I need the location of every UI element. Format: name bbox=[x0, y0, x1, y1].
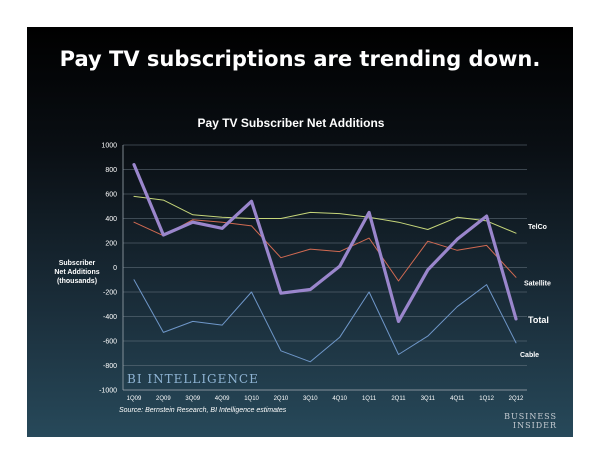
y-tick-label: 1000 bbox=[101, 143, 117, 150]
y-tick-label: -400 bbox=[103, 314, 117, 321]
x-tick-label: 1Q10 bbox=[244, 396, 259, 402]
bi-intelligence-logo: BI INTELLIGENCE bbox=[127, 372, 259, 386]
x-tick-label: 1Q09 bbox=[127, 396, 142, 402]
x-tick-label: 4Q10 bbox=[332, 396, 347, 402]
x-tick-label: 2Q12 bbox=[509, 396, 524, 402]
chart-title: Pay TV Subscriber Net Additions bbox=[198, 116, 385, 130]
series-labels: TelCo Satellite Total Cable bbox=[520, 224, 551, 359]
series-label-total: Total bbox=[528, 315, 549, 325]
y-tick-label: 200 bbox=[105, 241, 117, 248]
x-tick-label: 1Q12 bbox=[479, 396, 494, 402]
series-label-cable: Cable bbox=[520, 352, 539, 359]
series-line-telco bbox=[133, 195, 517, 234]
line-chart: Pay TV Subscriber Net Additions 1000 800 6… bbox=[99, 116, 551, 402]
y-axis-label-line: Net Additions bbox=[54, 269, 100, 276]
x-tick-label: 3Q10 bbox=[303, 396, 318, 402]
series-lines bbox=[132, 163, 518, 363]
headline: Pay TV subscriptions are trending down. bbox=[59, 47, 541, 71]
y-tick-label: -200 bbox=[103, 290, 117, 297]
y-tick-label: 400 bbox=[105, 216, 117, 223]
business-insider-logo: BUSINESS INSIDER bbox=[497, 412, 557, 430]
y-tick-label: -1000 bbox=[99, 388, 117, 395]
x-tick-label: 2Q11 bbox=[391, 396, 406, 402]
slide: Pay TV subscriptions are trending down. … bbox=[27, 27, 573, 437]
x-tick-label: 2Q09 bbox=[156, 396, 171, 402]
gridlines bbox=[123, 144, 527, 391]
series-line-satellite bbox=[133, 219, 517, 282]
x-tick-label: 4Q09 bbox=[215, 396, 230, 402]
source-note: Source: Bernstein Research, BI Intellige… bbox=[119, 407, 287, 414]
y-tick-labels: 1000 800 600 400 200 0 -200 -400 -600 -800 -1000 bbox=[99, 143, 117, 395]
y-axis-label-line: (thousands) bbox=[56, 278, 98, 285]
y-tick-label: 0 bbox=[113, 265, 117, 272]
brand-line: INSIDER bbox=[512, 421, 557, 430]
y-axis-label-line: Subscriber bbox=[58, 260, 96, 267]
x-tick-label: 4Q11 bbox=[450, 396, 465, 402]
x-tick-label: 3Q11 bbox=[421, 396, 436, 402]
x-tick-label: 1Q11 bbox=[362, 396, 377, 402]
brand-line: BUSINESS bbox=[504, 412, 557, 421]
x-tick-labels: 1Q09 2Q09 3Q09 4Q09 1Q10 2Q10 3Q10 4Q10 1Q11 2Q11… bbox=[127, 396, 524, 402]
x-tick-label: 2Q10 bbox=[274, 396, 289, 402]
series-label-telco: TelCo bbox=[528, 224, 547, 231]
y-tick-label: -600 bbox=[103, 339, 117, 346]
axes bbox=[122, 145, 527, 391]
series-label-satellite: Satellite bbox=[524, 280, 551, 287]
series-line-total bbox=[132, 163, 518, 323]
y-tick-label: -800 bbox=[103, 363, 117, 370]
y-tick-label: 800 bbox=[105, 167, 117, 174]
x-tick-label: 3Q09 bbox=[185, 396, 200, 402]
y-tick-label: 600 bbox=[105, 192, 117, 199]
y-axis-label: Subscriber Net Additions (thousands) bbox=[41, 259, 113, 286]
series-line-cable bbox=[133, 279, 517, 363]
